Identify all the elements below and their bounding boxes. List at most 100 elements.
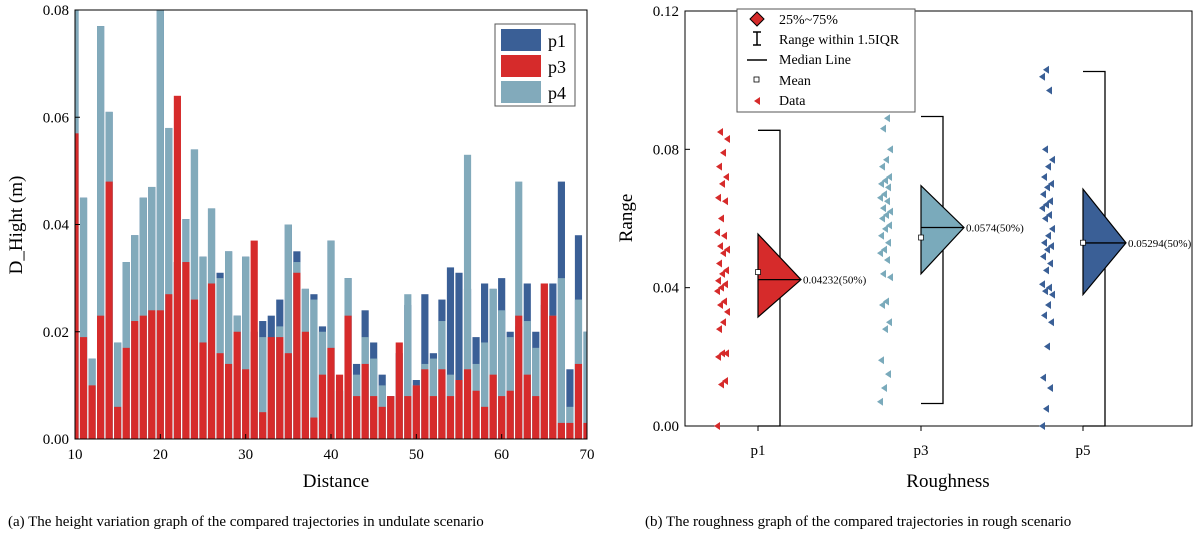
median-value-label: 0.04232(50%) [803, 275, 867, 287]
data-point [880, 269, 886, 278]
data-point [724, 134, 730, 143]
legend-b: 25%~75% Range within 1.5IQR Median Line … [736, 8, 916, 113]
bar-p3 [515, 315, 523, 439]
data-point [714, 422, 720, 430]
data-point [719, 179, 725, 188]
bar-p3 [293, 272, 301, 439]
data-point [1040, 190, 1046, 199]
bar-p3 [463, 369, 472, 439]
data-point [878, 179, 884, 188]
data-point [884, 197, 890, 206]
x-axis-label-b: Roughness [906, 471, 989, 492]
axis-ticks-a: 10 20 30 40 50 60 70 0.00 0.02 0.04 0.06 0.08 [43, 3, 595, 463]
data-point [1045, 231, 1051, 240]
data-point [1042, 214, 1048, 223]
bar-p3 [216, 353, 224, 439]
y-axis-label-b: Range [616, 194, 637, 243]
bar-p4 [463, 154, 472, 439]
data-point [724, 245, 730, 254]
bar-p4 [242, 256, 250, 439]
data-point [720, 249, 726, 258]
data-point [882, 325, 888, 334]
bar-p3 [75, 133, 79, 439]
bar-p3 [242, 369, 250, 439]
data-point [722, 280, 728, 289]
legend-label-data: Data [779, 94, 806, 109]
bar-p3 [182, 262, 190, 439]
figure: 10 20 30 40 50 60 70 0.00 0.02 0.04 0.06 0.08 Dista… [6, 3, 1193, 492]
data-point [1044, 183, 1050, 192]
bar-p4 [156, 10, 164, 439]
data-point [718, 283, 724, 292]
data-point [1049, 155, 1055, 164]
data-point [723, 349, 729, 358]
bar-p4 [489, 288, 497, 439]
axis-ticks-b: 0.00 0.04 0.08 0.12 [653, 4, 690, 435]
bar-p3 [190, 299, 199, 439]
bar-p4 [481, 342, 489, 439]
bar-p3 [165, 294, 173, 439]
mean-marker [755, 269, 761, 275]
data-point [1045, 162, 1051, 171]
y-axis-label-a: D_Hight (m) [6, 176, 27, 275]
x-tick-label: 50 [409, 447, 424, 463]
x-tick-label: 60 [494, 447, 509, 463]
x-tick-label: 10 [68, 447, 83, 463]
bar-p4 [515, 181, 523, 439]
bar-p3 [250, 240, 258, 439]
data-point [720, 148, 726, 157]
data-point [877, 249, 883, 258]
bar-p4 [259, 337, 267, 439]
data-point [716, 325, 722, 334]
bar-p3 [225, 363, 233, 439]
bar-p3 [114, 406, 122, 439]
data-point [1043, 266, 1049, 275]
bar-p3 [259, 412, 267, 439]
legend-label-p1: p1 [548, 31, 566, 51]
bar-p3 [199, 342, 207, 439]
bar-p3 [148, 310, 156, 439]
bar-p4 [498, 310, 506, 439]
data-point [1048, 242, 1054, 251]
data-point [1039, 422, 1045, 430]
data-point [881, 190, 887, 199]
bar-p3 [523, 374, 531, 439]
roughness-box-chart: 0.04232(50%) p1 0.0574(50%) p3 0.05294(50%) p… [616, 4, 1193, 492]
data-point [718, 380, 724, 389]
data-point [877, 193, 883, 202]
bar-p3 [455, 380, 463, 439]
bar-p3 [498, 396, 506, 439]
bar-p3 [156, 310, 164, 439]
box-group-p3: 0.0574(50%) p3 [877, 114, 1024, 459]
data-point [1046, 86, 1052, 95]
bar-p3 [378, 406, 386, 439]
bar-p3 [139, 315, 147, 439]
data-point [716, 162, 722, 171]
bar-p3 [506, 390, 514, 439]
data-point [880, 124, 886, 133]
legend-label-p4: p4 [548, 83, 566, 103]
height-bar-chart: 10 20 30 40 50 60 70 0.00 0.02 0.04 0.06 0.08 Dista… [6, 3, 595, 492]
bar-p3 [540, 283, 548, 439]
data-point [886, 318, 892, 327]
median-value-label: 0.05294(50%) [1128, 238, 1192, 250]
x-tick-label: 30 [238, 447, 253, 463]
data-point [1046, 211, 1052, 220]
data-point [1047, 197, 1053, 206]
bar-p1 [455, 272, 463, 439]
bar-p3 [472, 390, 480, 439]
data-point [885, 183, 891, 192]
data-point [882, 224, 888, 233]
y-tick-label: 0.04 [653, 281, 680, 297]
bar-p1 [446, 267, 455, 439]
bar-p3 [446, 396, 455, 439]
data-point [714, 228, 720, 237]
y-tick-label: 0.06 [43, 110, 70, 126]
legend-diamond-icon [749, 11, 765, 27]
data-point [717, 242, 723, 251]
bar-p3 [327, 347, 335, 439]
data-point [1049, 290, 1055, 299]
bar-p3 [173, 95, 181, 440]
data-point [1039, 204, 1045, 213]
bar-p4 [327, 240, 335, 439]
